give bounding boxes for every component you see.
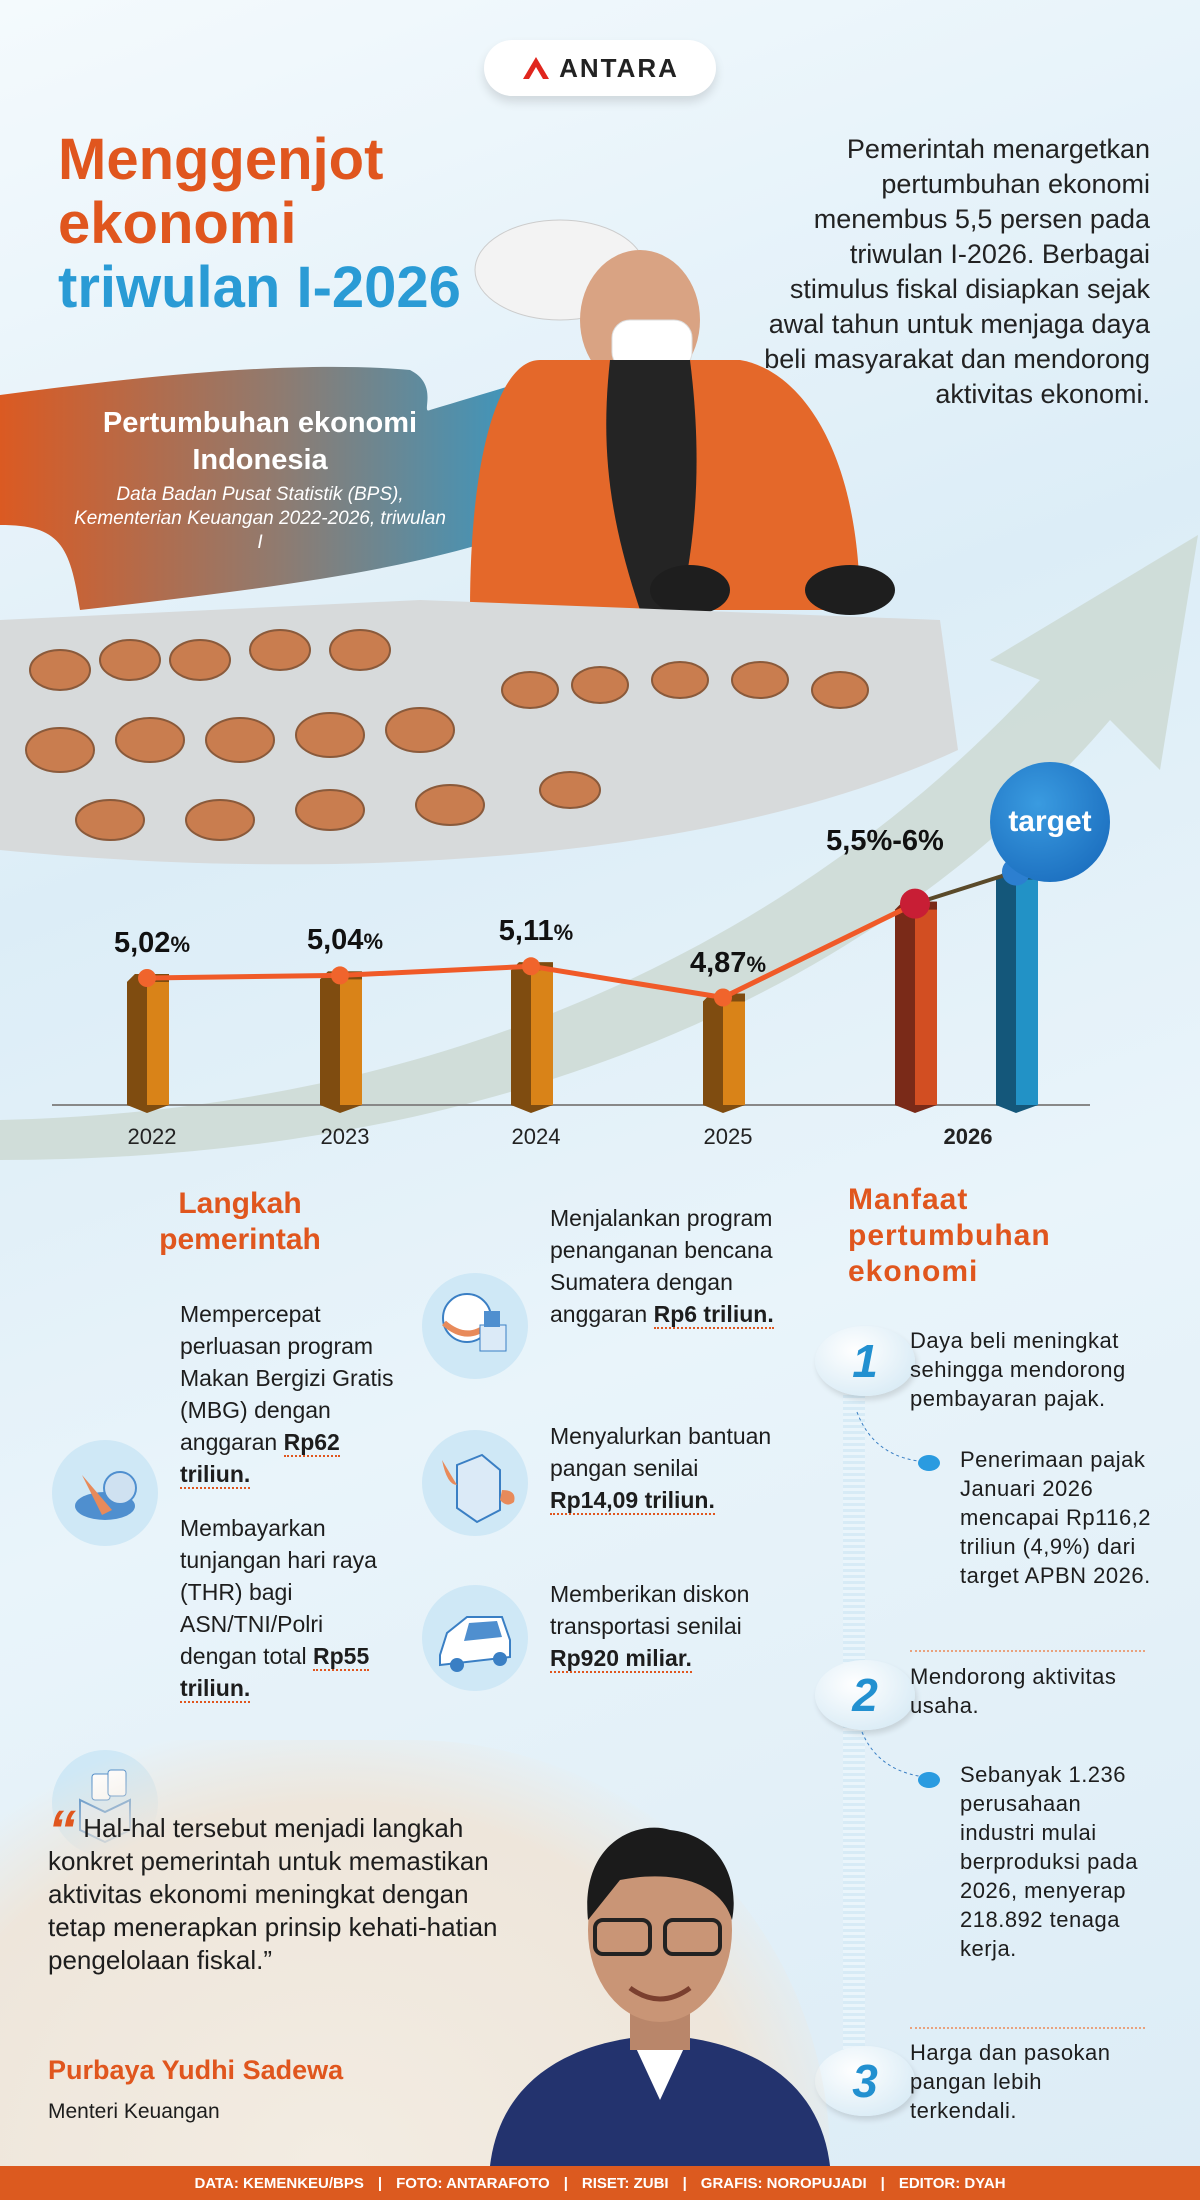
separator: | [563, 2174, 568, 2192]
step-amount: Rp55 triliun. [180, 1643, 370, 1703]
trend-line-target [914, 869, 1017, 906]
step-amount: Rp62 triliun. [180, 1429, 340, 1489]
bar-2023 [340, 979, 362, 1105]
growth-chart [52, 857, 1090, 1113]
value-label-2025: 4,87% [689, 946, 767, 979]
logo-text: ANTARA [559, 52, 679, 83]
globe-box-icon [422, 1273, 528, 1379]
bar-2025 [723, 1001, 745, 1105]
step-text: Menyalurkan bantuan pangan senilai [550, 1423, 772, 1481]
benefit-detail-1: Penerimaan pajak Januari 2026 mencapai R… [960, 1447, 1152, 1588]
chart-title-banner [0, 366, 560, 610]
step-item-mbg: Mempercepat perluasan program Makan Berg… [180, 1298, 405, 1490]
winged-package-icon [422, 1430, 528, 1536]
bar-2024 [531, 970, 553, 1105]
benefit-detail-2: Sebanyak 1.236 perusahaan industri mulai… [960, 1762, 1139, 1961]
benefits-heading: Manfaat pertumbuhan ekonomi [848, 1183, 1051, 1288]
target-badge: target [990, 762, 1110, 882]
point-2024 [522, 957, 540, 976]
step-item-pangan: Menyalurkan bantuan pangan senilai Rp14,… [550, 1420, 775, 1516]
benefit-text-1: Daya beli meningkat sehingga mendorong p… [910, 1328, 1126, 1411]
title-line-1: Menggenjot [58, 127, 384, 192]
quote-author: Purbaya Yudhi Sadewa [48, 2055, 344, 2085]
quote-text: Hal-hal tersebut menjadi langkah konkret… [48, 1813, 498, 1975]
credit-foto: FOTO: ANTARAFOTO [396, 2174, 550, 2192]
year-label-2022: 2022 [127, 1124, 177, 1149]
timeline-bar [843, 1395, 865, 2095]
credits-footer: DATA: KEMENKEU/BPS | FOTO: ANTARAFOTO | RI… [0, 2166, 1200, 2200]
intro-paragraph: Pemerintah menargetkan pertumbuhan ekono… [764, 134, 1150, 409]
growth-arrow-swoosh [0, 535, 1198, 1160]
chart-title: Pertumbuhan ekonomi Indonesia [102, 407, 418, 476]
bullet-dot-icon [918, 1772, 940, 1788]
year-label-2023: 2023 [320, 1124, 370, 1149]
benefit-number-2: 2 [815, 1660, 915, 1730]
value-label-2023: 5,04% [306, 924, 384, 957]
step-amount: Rp6 triliun. [653, 1301, 774, 1329]
car-icon [422, 1585, 528, 1691]
benefit-number-3: 3 [815, 2046, 915, 2116]
credit-grafis: GRAFIS: NOROPUJADI [700, 2174, 867, 2192]
divider [910, 1650, 1145, 1652]
step-text: Mempercepat perluasan program Makan Berg… [180, 1301, 394, 1455]
quote: “ Hal-hal tersebut menjadi langkah konkr… [48, 1802, 518, 1977]
separator: | [880, 2174, 885, 2192]
chart-title-block: Pertumbuhan ekonomi Indonesia Data Badan… [70, 405, 450, 555]
point-2022 [138, 969, 156, 987]
year-label-2026: 2026 [943, 1124, 993, 1149]
target-range-label: 5,5%-6% [826, 825, 944, 857]
value-label-2024: 5,11% [498, 915, 574, 948]
antara-logo: ANTARA [484, 40, 716, 96]
step-item-thr: Membayarkan tunjangan hari raya (THR) ba… [180, 1512, 405, 1704]
step-amount: Rp14,09 triliun. [550, 1487, 715, 1515]
step-item-bencana: Menjalankan program penanganan bencana S… [550, 1202, 775, 1330]
minister-portrait [490, 1827, 830, 2166]
point-2023 [331, 966, 349, 985]
title-line-2: ekonomi [58, 191, 297, 256]
credit-editor: EDITOR: DYAH [898, 2174, 1006, 2192]
quote-author-role: Menteri Keuangan [48, 2100, 220, 2123]
separator: | [682, 2174, 687, 2192]
bar-2026-target-high [1016, 879, 1038, 1105]
worker-eggs-photo [0, 219, 958, 865]
separator: | [377, 2174, 383, 2192]
point-2025 [714, 988, 732, 1007]
benefit-number-1: 1 [815, 1326, 915, 1396]
step-amount: Rp920 miliar. [550, 1645, 692, 1673]
step-item-transportasi: Memberikan diskon transportasi senilai R… [550, 1578, 775, 1674]
step-text: Membayarkan tunjangan hari raya (THR) ba… [180, 1515, 377, 1669]
bar-2026-target-low [915, 909, 937, 1105]
point-2026-low [900, 888, 930, 919]
steps-heading: Langkah pemerintah [159, 1187, 321, 1256]
title-line-3: triwulan I-2026 [58, 255, 461, 320]
page-title: Menggenjot ekonomi triwulan I-2026 [58, 128, 461, 320]
step-text: Memberikan diskon transportasi senilai [550, 1581, 750, 1639]
year-label-2025: 2025 [703, 1124, 753, 1149]
credit-riset: RISET: ZUBI [581, 2174, 669, 2192]
bar-2022 [147, 982, 169, 1105]
antara-logo-icon [523, 57, 550, 79]
year-label-2024: 2024 [511, 1124, 561, 1149]
step-text: Menjalankan program penanganan bencana S… [550, 1205, 773, 1327]
benefit-text-2: Mendorong aktivitas usaha. [910, 1664, 1117, 1718]
value-label-2022: 5,02% [113, 927, 191, 959]
bullet-dot-icon [918, 1455, 940, 1471]
credit-data: DATA: KEMENKEU/BPS [194, 2174, 364, 2192]
benefit-text-3: Harga dan pasokan pangan lebih terkendal… [910, 2040, 1111, 2123]
chart-subtitle: Data Badan Pusat Statistik (BPS), Kement… [74, 484, 446, 553]
food-bowl-icon [52, 1440, 158, 1546]
divider [910, 2027, 1145, 2029]
